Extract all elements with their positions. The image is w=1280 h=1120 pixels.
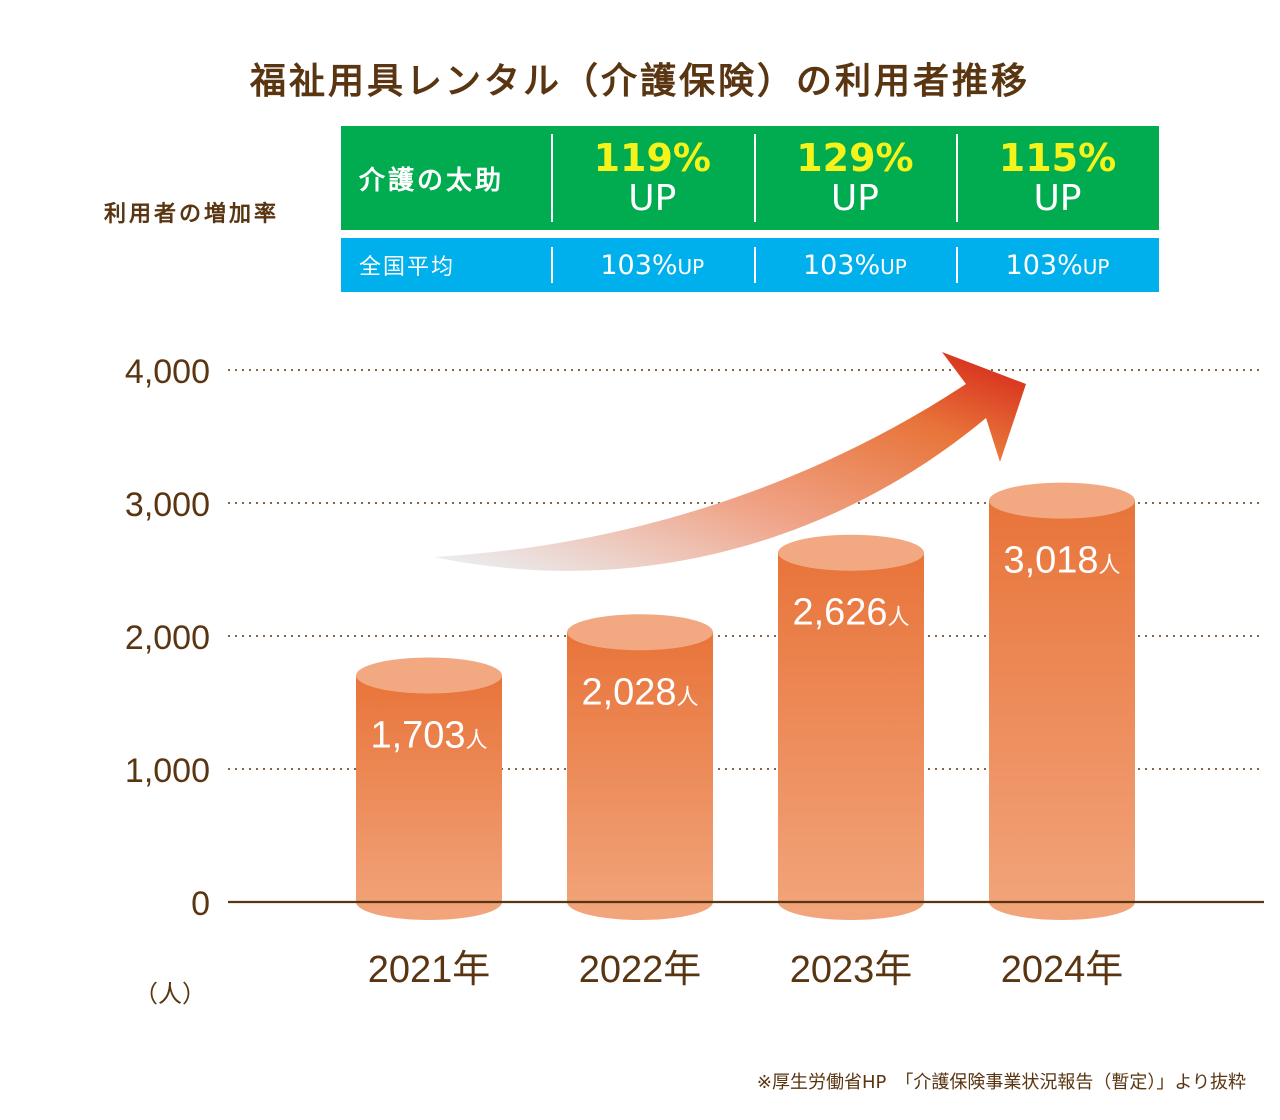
x-tick-label: 2023年 [790,949,913,991]
company-rate-up: UP [628,178,677,219]
company-rate-pct: 115% [998,136,1117,180]
bar [567,614,713,920]
company-rate-2022: 119% UP [551,126,754,230]
y-tick-label: 0 [191,885,210,923]
national-rate-pct: 103% [802,249,881,281]
national-rate-up: UP [1082,254,1110,279]
source-footnote: ※厚生労働省HP 「介護保険事業状況報告（暫定）」より抜粋 [756,1072,1246,1093]
company-rate-up: UP [1033,178,1082,219]
y-axis-unit-label: （人） [134,980,206,1008]
x-tick-label: 2022年 [579,949,702,991]
national-rate-up: UP [677,254,705,279]
bar-body [567,632,713,920]
company-rate-2024: 115% UP [956,126,1159,230]
increase-rate-table: 介護の太助 119% UP 129% UP 115% UP 全国平均 103%U… [341,126,1159,292]
increase-rate-label: 利用者の増加率 [104,202,280,227]
national-rate-2024: 103%UP [956,238,1159,292]
growth-arrow [434,352,1026,571]
national-rate-2023: 103%UP [753,238,957,292]
x-tick-label: 2021年 [368,949,491,991]
x-tick-label: 2024年 [1001,949,1124,991]
national-rate-2022: 103%UP [551,238,754,292]
bar-top [356,657,502,694]
bar [989,482,1135,920]
national-cell: 全国平均 [341,238,551,292]
bar-value-label: 2,626人 [792,592,909,634]
company-rate-up: UP [830,178,879,219]
company-cell: 介護の太助 [341,126,551,230]
bar-body [356,675,502,920]
company-rate-pct: 119% [593,136,711,180]
bar-body [778,552,924,920]
bar-body [989,500,1135,920]
national-rate-pct: 103% [1005,249,1083,281]
company-rate-pct: 129% [796,136,914,180]
national-rate-row: 全国平均 103%UP 103%UP 103%UP [341,238,1159,292]
national-rate-pct: 103% [600,249,678,281]
national-label: 全国平均 [359,255,456,280]
bar-value-label: 1,703人 [370,715,487,757]
chart-title: 福祉用具レンタル（介護保険）の利用者推移 [249,61,1030,102]
national-rate-up: UP [880,254,907,279]
y-tick-label: 2,000 [125,619,210,657]
bar [778,534,924,920]
y-tick-label: 4,000 [125,353,210,391]
bar-top [567,614,713,651]
bar [356,657,502,920]
bar-top [778,534,924,571]
company-rate-row: 介護の太助 119% UP 129% UP 115% UP [341,126,1159,230]
bar-value-label: 2,028人 [581,671,698,713]
y-tick-label: 1,000 [125,752,210,790]
company-name: 介護の太助 [359,165,505,196]
company-rate-2023: 129% UP [753,126,957,230]
bar-top [989,482,1135,519]
y-tick-label: 3,000 [125,486,210,524]
bar-value-label: 3,018人 [1003,540,1120,582]
